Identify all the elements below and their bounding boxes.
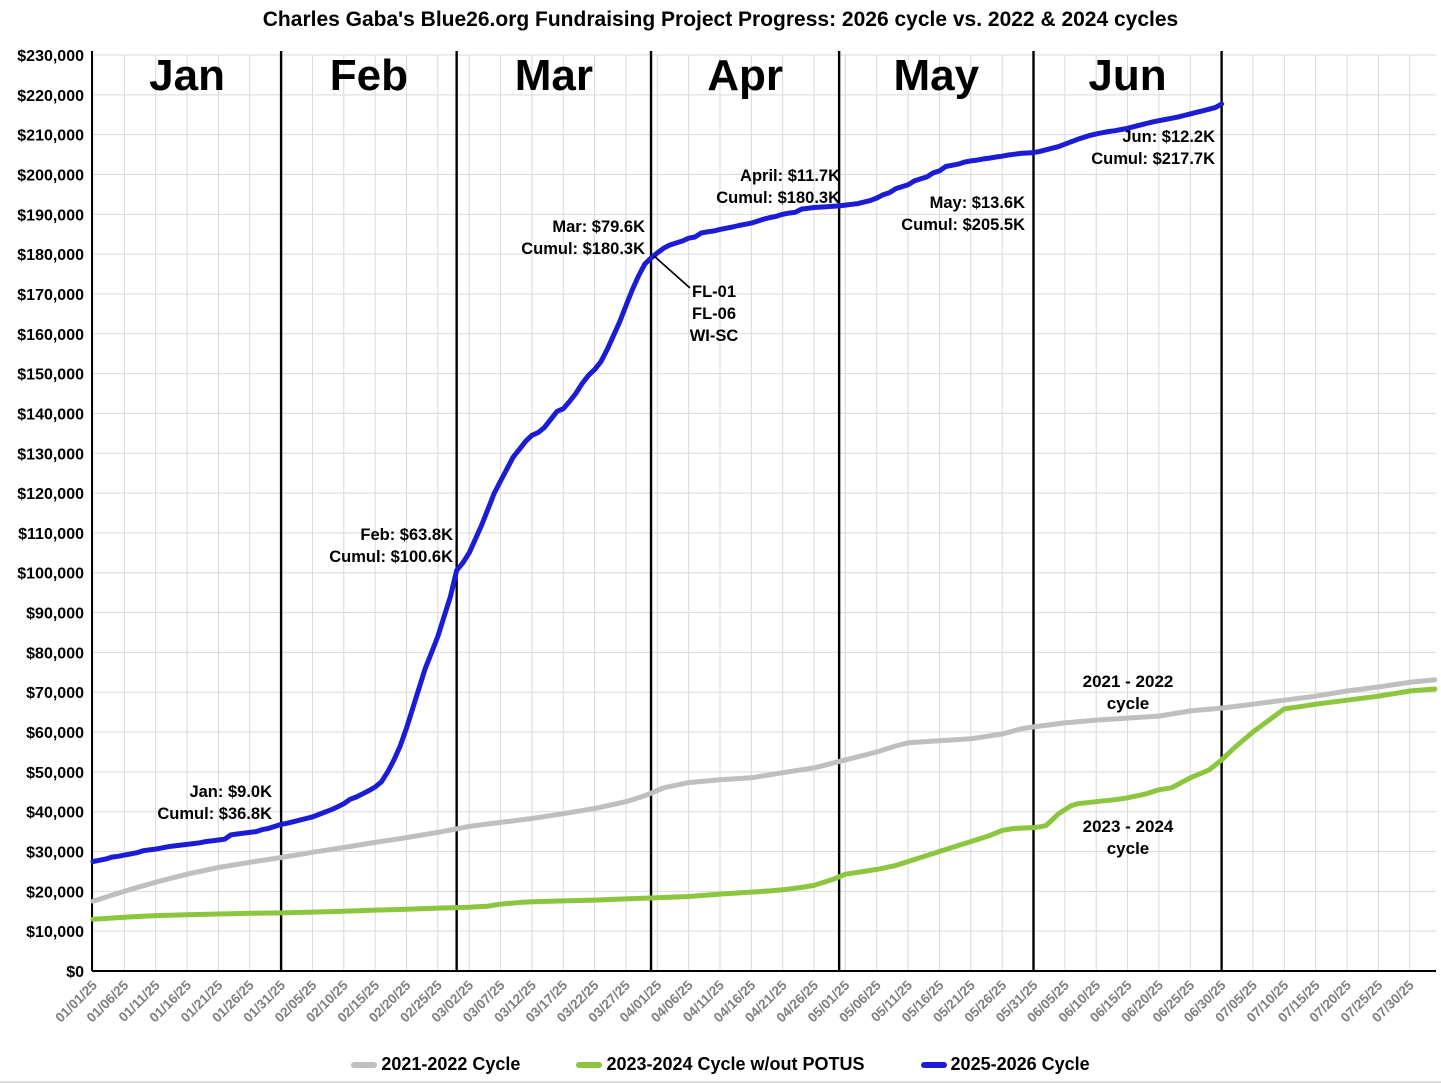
chart-title: Charles Gaba's Blue26.org Fundraising Pr… [262, 8, 1179, 31]
annotation-jun: Jun: $12.2K [1122, 128, 1215, 146]
y-tick-label: $30,000 [26, 845, 84, 862]
month-label-may: May [894, 51, 980, 100]
annotation-jun: Cumul: $217.7K [1091, 150, 1215, 168]
callout-leader-line [653, 255, 691, 289]
legend-label: 2023-2024 Cycle w/out POTUS [606, 1054, 865, 1074]
y-tick-label: $20,000 [26, 884, 84, 901]
y-tick-label: $90,000 [26, 606, 84, 623]
annotation-jan: Cumul: $36.8K [157, 805, 272, 823]
annotation-feb: Feb: $63.8K [360, 526, 453, 544]
y-tick-label: $70,000 [26, 685, 84, 702]
series-label-1: 2023 - 2024 [1083, 817, 1174, 836]
y-tick-label: $60,000 [26, 725, 84, 742]
y-tick-label: $160,000 [17, 327, 84, 344]
y-tick-label: $150,000 [17, 367, 84, 384]
y-tick-label: $210,000 [17, 128, 84, 145]
series-label-1: cycle [1107, 839, 1150, 858]
legend-label: 2025-2026 Cycle [950, 1054, 1090, 1074]
legend-item-2021-2022: 2021-2022 Cycle [351, 1054, 520, 1075]
annotation-mar: Mar: $79.6K [552, 218, 645, 236]
legend-swatch-gray [351, 1061, 378, 1068]
legend-label: 2021-2022 Cycle [381, 1054, 521, 1074]
y-tick-label: $50,000 [26, 765, 84, 782]
legend-swatch-blue [920, 1061, 947, 1068]
y-tick-label: $170,000 [17, 287, 84, 304]
legend-item-2025-2026: 2025-2026 Cycle [920, 1054, 1090, 1075]
callout-label: FL-01 [692, 283, 736, 301]
annotation-feb: Cumul: $100.6K [329, 548, 453, 566]
series-label-0: 2021 - 2022 [1083, 672, 1174, 691]
series-line-blue [90, 101, 1225, 864]
y-tick-label: $190,000 [17, 207, 84, 224]
legend-item-2023-2024: 2023-2024 Cycle w/out POTUS [576, 1054, 865, 1075]
y-tick-label: $100,000 [17, 566, 84, 583]
series-label-0: cycle [1107, 694, 1150, 713]
y-tick-label: $120,000 [17, 486, 84, 503]
legend-swatch-green [576, 1061, 603, 1068]
y-tick-label: $220,000 [17, 88, 84, 105]
callout-label: WI-SC [690, 327, 739, 345]
y-tick-label: $140,000 [17, 406, 84, 423]
y-tick-label: $110,000 [18, 526, 84, 543]
fundraising-line-chart: Jan Feb Mar Apr May Jun $0 $10,000 $20,000 $30,00… [17, 48, 1438, 1025]
annotation-may: Cumul: $205.5K [901, 216, 1025, 234]
series-line-gray [90, 677, 1438, 904]
y-tick-label: $230,000 [17, 48, 84, 65]
y-tick-label: $0 [66, 964, 84, 981]
annotation-april: Cumul: $180.3K [716, 189, 840, 207]
month-label-apr: Apr [707, 51, 783, 100]
y-tick-label: $40,000 [26, 805, 84, 822]
y-tick-label: $80,000 [26, 645, 84, 662]
annotation-may: May: $13.6K [930, 194, 1025, 212]
month-label-jun: Jun [1088, 51, 1166, 100]
annotation-mar: Cumul: $180.3K [521, 240, 645, 258]
y-tick-label: $180,000 [17, 247, 84, 264]
series-line-green [90, 686, 1438, 922]
month-label-feb: Feb [330, 51, 408, 100]
annotation-jan: Jan: $9.0K [189, 783, 272, 801]
month-label-jan: Jan [149, 51, 225, 100]
y-tick-label: $200,000 [17, 167, 84, 184]
callout-label: FL-06 [692, 305, 736, 323]
y-tick-label: $130,000 [17, 446, 84, 463]
chart-legend: 2021-2022 Cycle 2023-2024 Cycle w/out PO… [0, 1054, 1441, 1075]
y-tick-label: $10,000 [26, 924, 84, 941]
annotation-april: April: $11.7K [740, 167, 840, 185]
month-label-mar: Mar [515, 51, 593, 100]
